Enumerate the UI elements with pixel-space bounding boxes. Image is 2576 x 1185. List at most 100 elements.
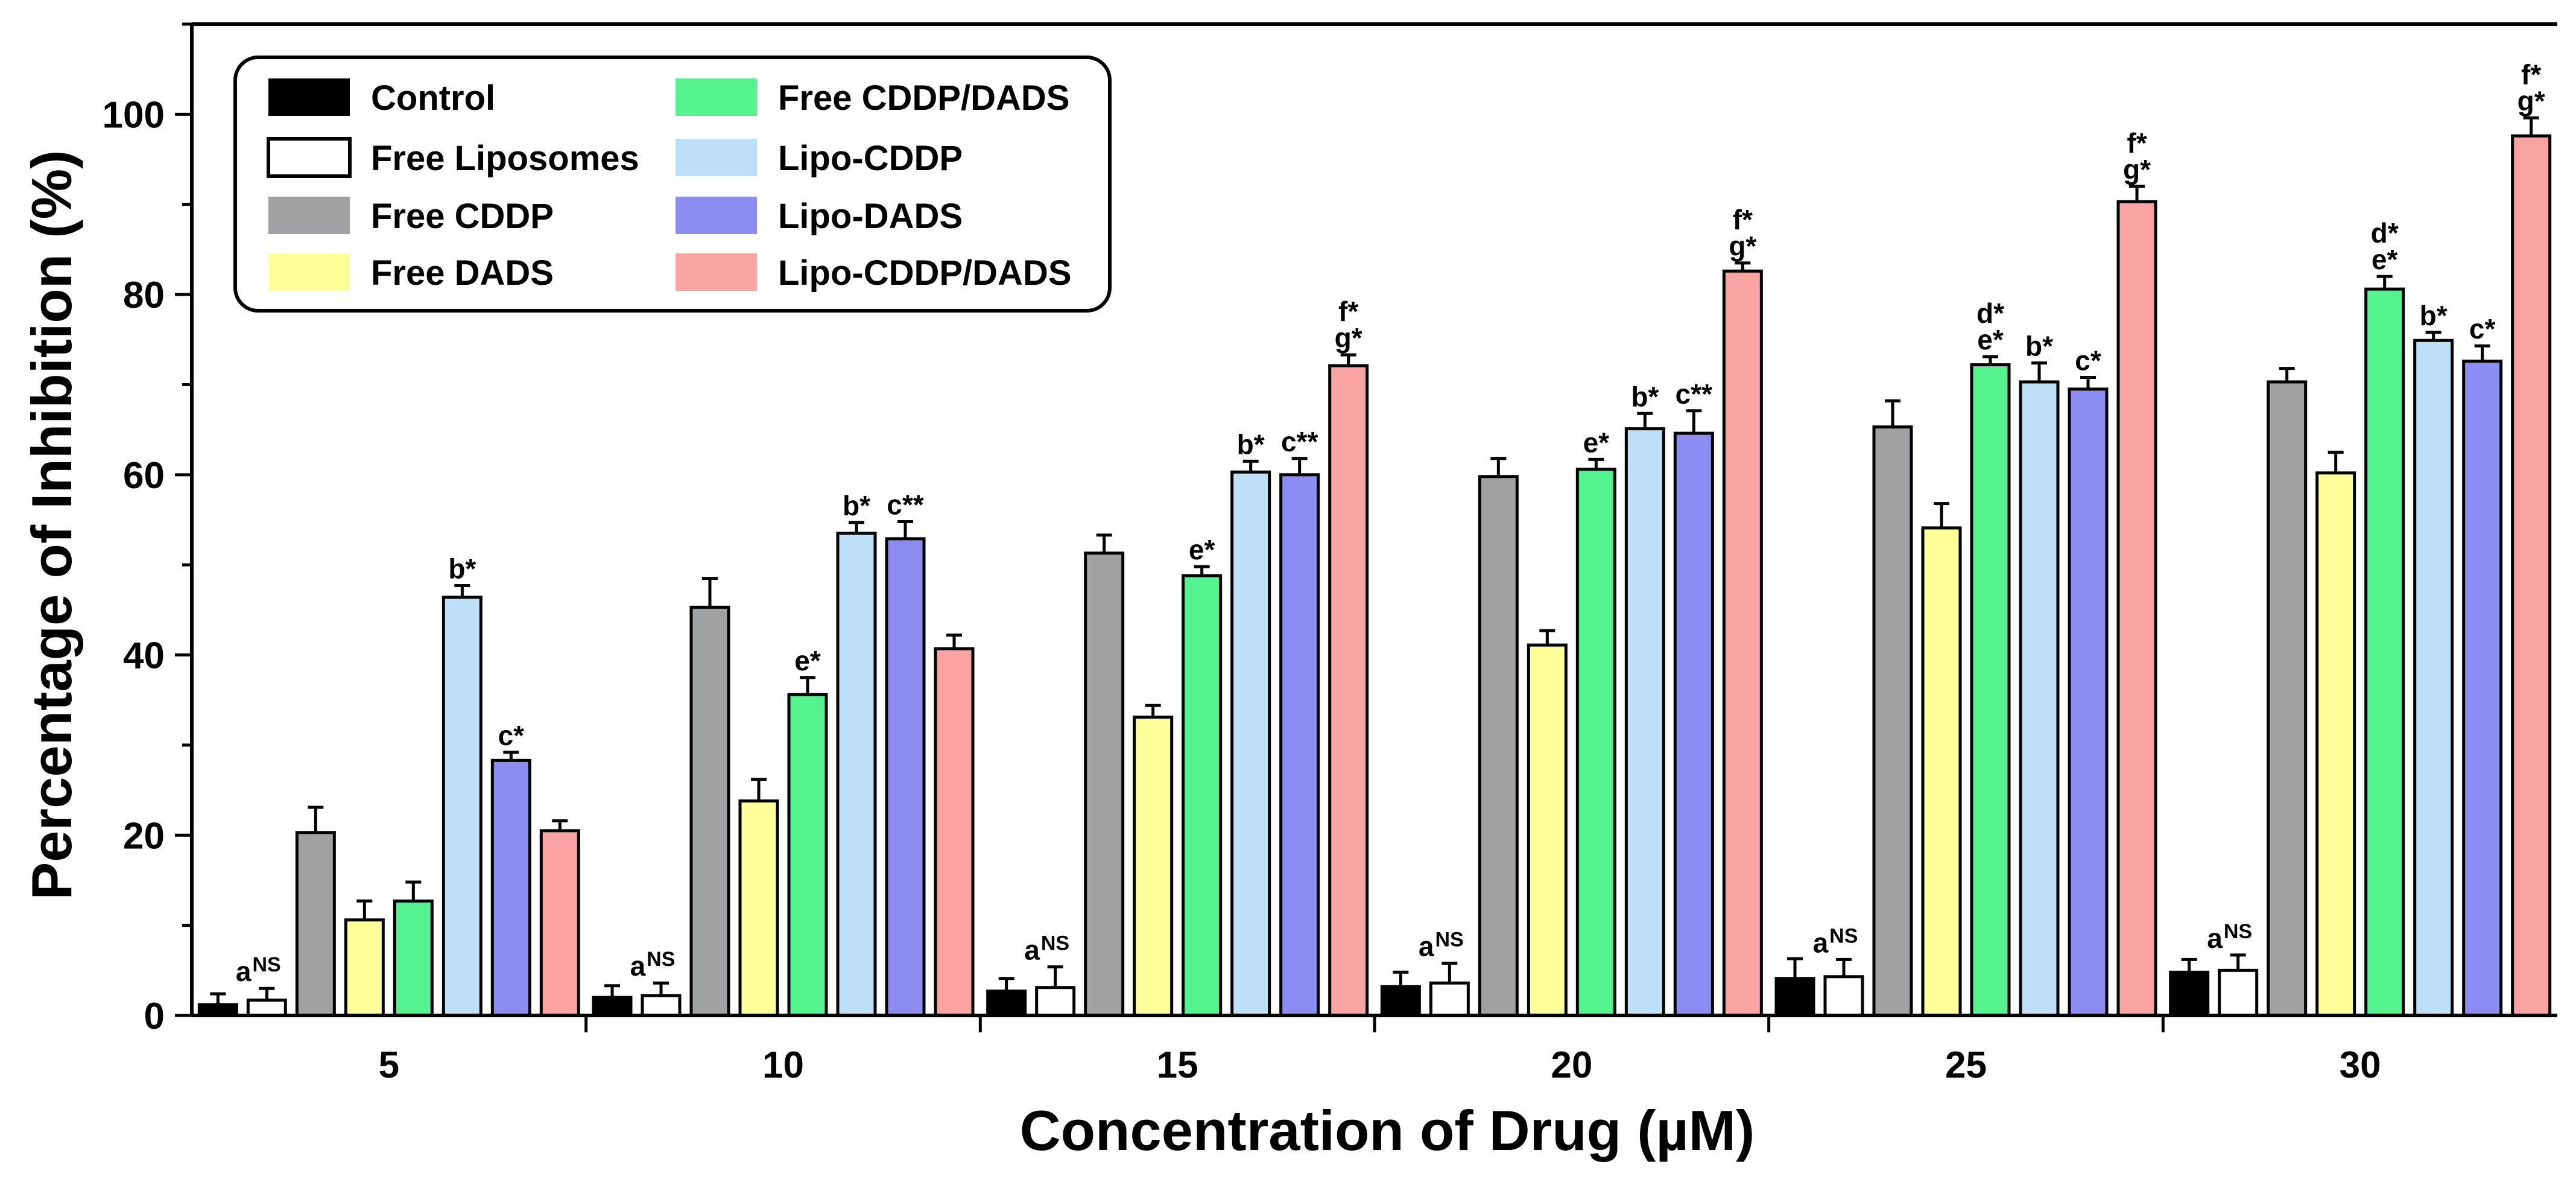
bar	[2267, 380, 2308, 1017]
significance-label: d*	[1976, 297, 2004, 329]
bar	[1774, 977, 1815, 1017]
bar	[2315, 471, 2356, 1017]
bar	[2413, 338, 2454, 1017]
significance-label: c**	[887, 489, 923, 520]
legend-box	[233, 56, 1112, 313]
significance-superscript: NS	[253, 953, 281, 976]
legend-swatch	[676, 253, 757, 291]
x-tick-label: 5	[379, 1044, 399, 1086]
significance-superscript: NS	[2224, 920, 2252, 943]
x-tick-label: 10	[762, 1044, 804, 1086]
legend-label: Lipo-CDDP	[778, 139, 963, 178]
bar	[2364, 287, 2405, 1017]
significance-label: g*	[1335, 322, 1362, 354]
significance-label: g*	[2517, 85, 2545, 116]
bar	[2169, 970, 2210, 1017]
bar	[2462, 360, 2503, 1017]
x-tick-label: 25	[1945, 1044, 1987, 1086]
significance-label: e*	[794, 645, 821, 676]
bar	[2068, 387, 2109, 1017]
significance-label: e*	[1977, 324, 2004, 355]
bar	[1230, 470, 1271, 1017]
bar	[1673, 431, 1714, 1017]
legend: Control Free Liposomes Free CDDP Free DADS F…	[233, 56, 1112, 313]
bar	[986, 990, 1027, 1017]
bar	[836, 532, 877, 1017]
y-tick-label: 80	[123, 275, 165, 316]
significance-label: b*	[2025, 331, 2053, 362]
significance-label: b*	[1237, 428, 1265, 460]
legend-swatch	[676, 78, 757, 116]
x-tick-label: 30	[2340, 1044, 2381, 1086]
y-tick-label: 60	[123, 455, 165, 497]
legend-label: Free CDDP/DADS	[778, 78, 1069, 118]
bar	[1921, 526, 1962, 1017]
bars-layer	[197, 116, 2552, 1017]
bar	[2019, 380, 2060, 1017]
significance-label: g*	[2123, 154, 2151, 185]
legend-label: Free Liposomes	[371, 139, 639, 178]
bar	[1279, 473, 1320, 1017]
significance-label: b*	[2420, 300, 2448, 331]
bar	[885, 537, 926, 1017]
bar	[641, 994, 682, 1017]
legend-swatch	[676, 139, 757, 176]
legend-label: Free DADS	[371, 253, 554, 293]
significance-label: e*	[1583, 427, 1610, 458]
significance-label: c**	[1281, 426, 1318, 457]
bar	[1429, 981, 1470, 1017]
legend-swatch	[676, 197, 757, 234]
bar	[2511, 134, 2552, 1017]
significance-superscript: NS	[647, 948, 675, 971]
bar	[2218, 968, 2259, 1017]
bar	[1823, 975, 1864, 1017]
significance-label: b*	[843, 490, 870, 521]
bar	[295, 831, 336, 1017]
x-tick-label: 20	[1551, 1044, 1592, 1086]
significance-label: c**	[1676, 378, 1712, 410]
bar	[1970, 363, 2011, 1017]
y-tick-label: 20	[123, 815, 165, 857]
significance-label: e*	[1189, 534, 1215, 565]
bar	[1624, 427, 1665, 1017]
significance-label: c*	[2075, 345, 2101, 376]
significance-label: c*	[2469, 313, 2496, 345]
bar	[246, 999, 287, 1017]
bar	[1328, 364, 1369, 1017]
significance-label: d*	[2371, 217, 2399, 249]
bar	[1722, 269, 1763, 1017]
significance-label: f*	[2521, 59, 2541, 90]
bar	[441, 596, 483, 1017]
legend-swatch	[268, 253, 350, 291]
bar	[490, 758, 531, 1017]
axes-layer: 0 20 40 60 80 100 5 10 15 20 25 30	[103, 22, 2557, 1086]
y-axis-label: Percentage of Inhibition (%)	[20, 150, 83, 900]
bar	[2116, 200, 2157, 1017]
bar	[934, 647, 975, 1017]
bar	[1527, 643, 1568, 1017]
significance-label: e*	[2372, 244, 2398, 275]
bar	[1575, 468, 1616, 1017]
legend-swatch	[267, 137, 352, 178]
bar	[738, 799, 779, 1017]
bar	[1478, 475, 1519, 1017]
significance-superscript: NS	[1829, 924, 1858, 947]
bar	[689, 605, 730, 1017]
legend-label: Free CDDP	[371, 197, 554, 236]
bar	[539, 829, 580, 1017]
significance-label: f*	[1733, 204, 1753, 235]
significance-label: b*	[448, 553, 476, 585]
y-tick-label: 100	[103, 94, 165, 136]
legend-swatch	[268, 78, 350, 116]
legend-swatch	[268, 197, 350, 234]
x-axis-label: Concentration of Drug (µM)	[1020, 1099, 1755, 1162]
bar	[1182, 574, 1223, 1017]
legend-label: Lipo-DADS	[778, 197, 963, 236]
bar	[1035, 986, 1076, 1017]
significance-label: c*	[498, 720, 525, 751]
legend-label: Lipo-CDDP/DADS	[778, 253, 1072, 293]
significance-label: b*	[1631, 381, 1659, 412]
bar	[1084, 551, 1125, 1017]
bar	[344, 918, 385, 1017]
